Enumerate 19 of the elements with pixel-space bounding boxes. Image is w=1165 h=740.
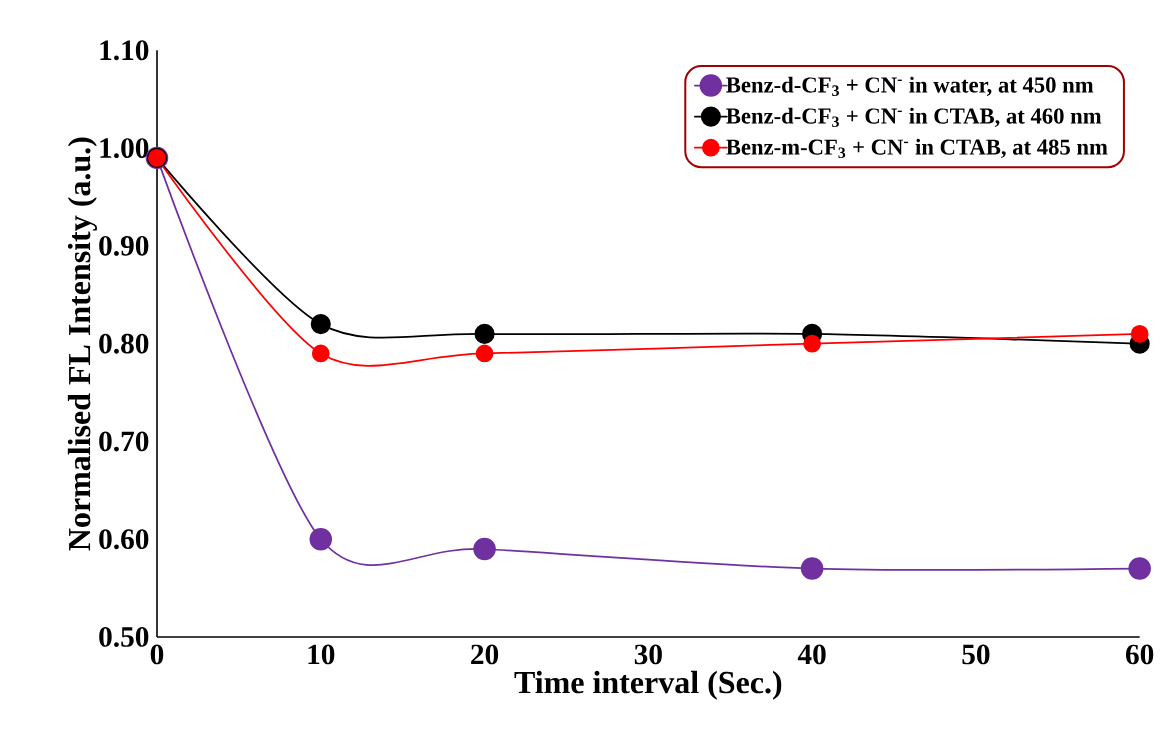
x-tick-label: 20 bbox=[471, 644, 499, 665]
y-tick-label: 0.60 bbox=[99, 529, 149, 550]
y-tick-label: 1.10 bbox=[100, 40, 149, 61]
x-tick-label: 40 bbox=[797, 644, 826, 665]
x-tick-label: 30 bbox=[634, 644, 662, 665]
y-tick-label: 0.80 bbox=[99, 333, 149, 354]
x-tick-label: 50 bbox=[962, 644, 990, 665]
y-tick-label: 1.00 bbox=[100, 138, 149, 159]
legend-label: Benz-d-CF$_{3}$ + CN$^{-}$ in CTAB, at 460 nm bbox=[726, 107, 1102, 128]
x-tick-label: 60 bbox=[1126, 644, 1154, 665]
y-axis-title: Normalised FL Intensity (a.u.) bbox=[67, 137, 97, 551]
x-tick-label: 10 bbox=[308, 644, 335, 665]
x-axis-title: Time interval (Sec.) bbox=[514, 670, 782, 700]
y-tick-label: 0.50 bbox=[99, 627, 149, 647]
legend-label: Benz-d-CF$_{3}$ + CN$^{-}$ in water, at 450 nm bbox=[726, 76, 1094, 96]
y-tick-label: 0.70 bbox=[99, 431, 149, 452]
x-tick-label: 0 bbox=[150, 644, 164, 665]
y-tick-label: 0.90 bbox=[99, 235, 149, 256]
legend-label: Benz-m-CF$_{3}$ + CN$^{-}$ in CTAB, at 485 nm bbox=[726, 138, 1108, 159]
